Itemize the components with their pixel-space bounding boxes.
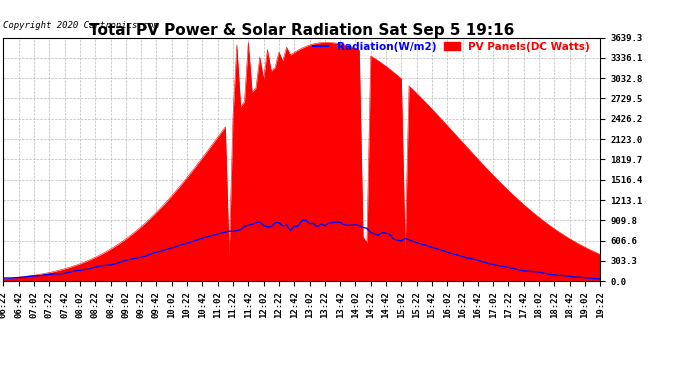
Text: Copyright 2020 Cartronics.com: Copyright 2020 Cartronics.com — [3, 21, 159, 30]
Legend: Radiation(W/m2), PV Panels(DC Watts): Radiation(W/m2), PV Panels(DC Watts) — [308, 38, 594, 56]
Title: Total PV Power & Solar Radiation Sat Sep 5 19:16: Total PV Power & Solar Radiation Sat Sep… — [89, 22, 515, 38]
